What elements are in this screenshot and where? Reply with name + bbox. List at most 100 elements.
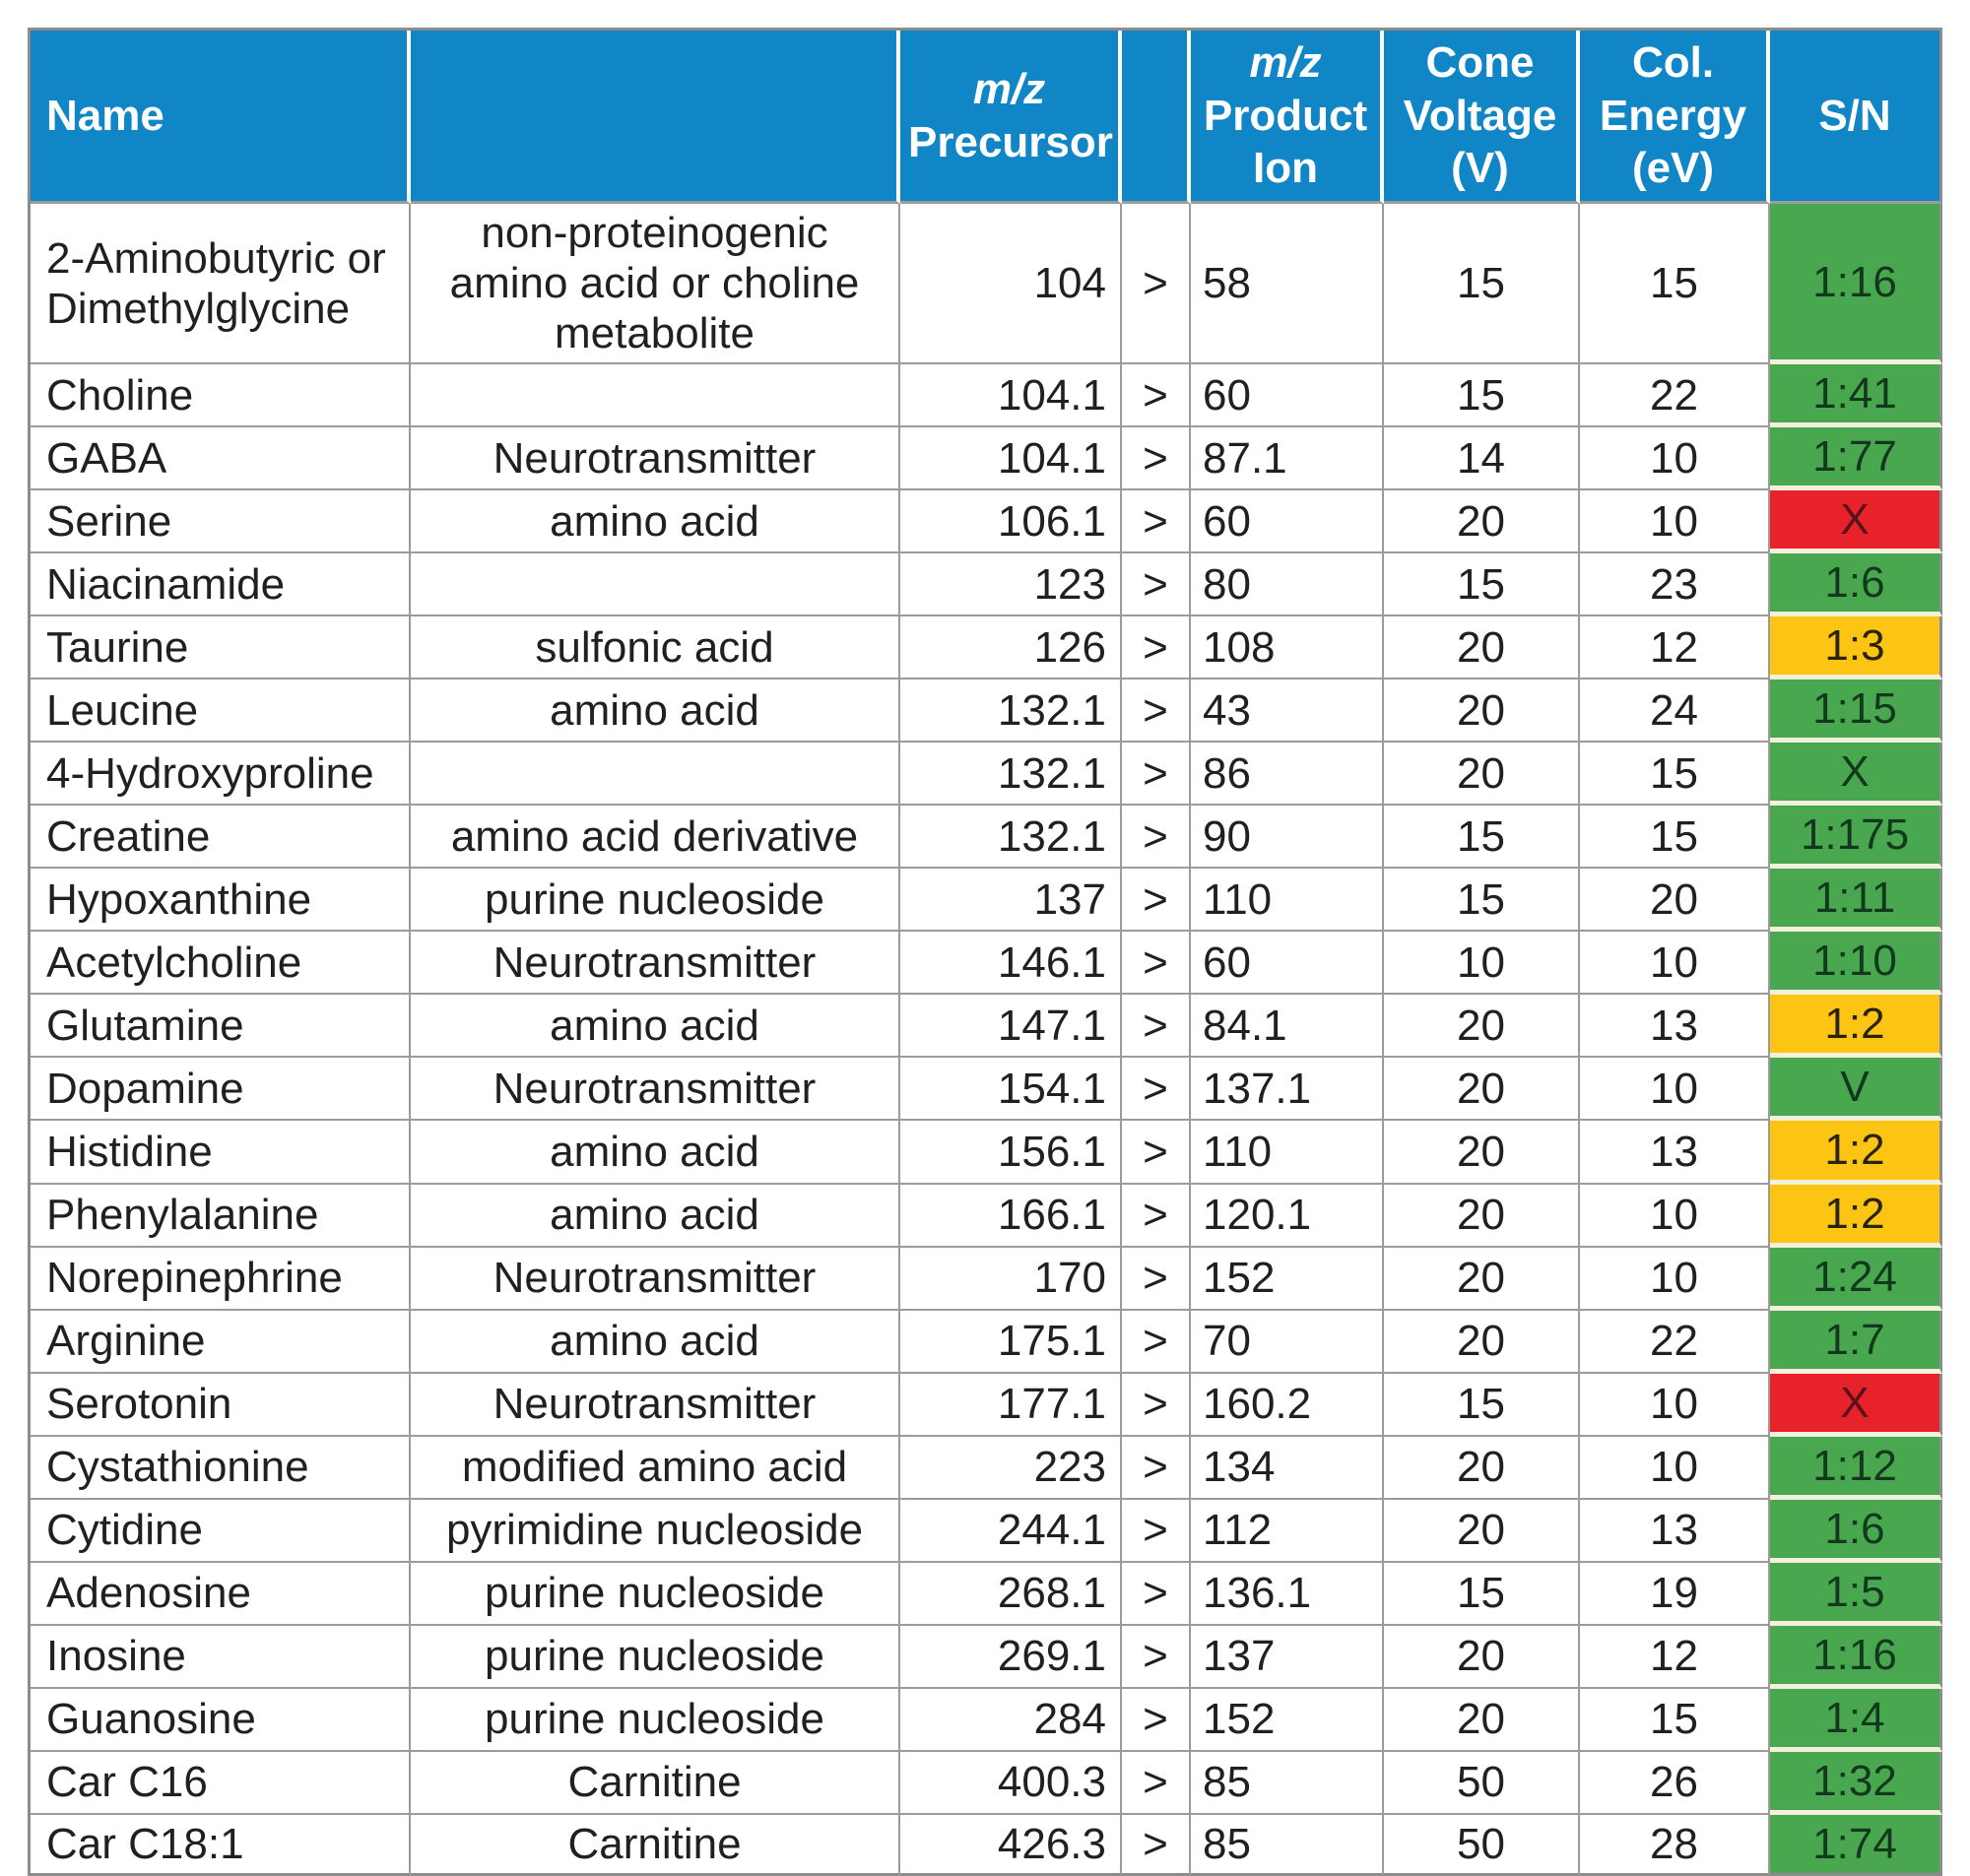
- cell-category: purine nucleoside: [411, 1688, 900, 1752]
- header-row: Name m/z Precursor m/z Product Ion: [31, 31, 1942, 205]
- cell-cone-voltage: 20: [1384, 1184, 1580, 1248]
- cell-mz-precursor: 426.3: [900, 1814, 1122, 1876]
- cell-mz-product: 60: [1191, 490, 1384, 554]
- cell-mz-precursor: 268.1: [900, 1562, 1122, 1626]
- cell-name: Phenylalanine: [31, 1184, 411, 1248]
- cell-mz-precursor: 132.1: [900, 806, 1122, 870]
- table-row: Adenosine purine nucleoside 268.1 >136.1 15 1…: [31, 1562, 1942, 1626]
- cell-category: amino acid: [411, 995, 900, 1059]
- cell-mz-product: 85: [1191, 1751, 1384, 1815]
- cell-cone-voltage: 20: [1384, 1499, 1580, 1563]
- cell-mz-product: 120.1: [1191, 1184, 1384, 1248]
- cell-mz-product: 58: [1191, 204, 1384, 365]
- cell-category: Neurotransmitter: [411, 1373, 900, 1437]
- cell-mz-precursor: 244.1: [900, 1499, 1122, 1563]
- cell-name: Car C16: [31, 1751, 411, 1815]
- cell-sn-status: 1:24: [1770, 1247, 1942, 1311]
- cell-mz-product: 134: [1191, 1436, 1384, 1500]
- cell-sn-status: X: [1770, 490, 1942, 554]
- table-row: Norepinephrine Neurotransmitter 170 >152 20 1…: [31, 1247, 1942, 1311]
- cell-name: Glutamine: [31, 995, 411, 1059]
- cell-cone-voltage: 14: [1384, 427, 1580, 491]
- cell-arrow: >: [1122, 1562, 1191, 1626]
- cell-cone-voltage: 20: [1384, 1688, 1580, 1752]
- cell-sn-status: 1:32: [1770, 1751, 1942, 1815]
- cell-sn-status: 1:11: [1770, 869, 1942, 933]
- cell-mz-product: 60: [1191, 932, 1384, 996]
- table-row: Taurine sulfonic acid 126 >108 20 12 1:3: [31, 616, 1942, 680]
- cell-category: pyrimidine nucleoside: [411, 1499, 900, 1563]
- table-header: Name m/z Precursor m/z Product Ion: [31, 31, 1942, 205]
- header-energy-line1: Col.: [1631, 38, 1715, 87]
- cell-sn-status: 1:41: [1770, 364, 1942, 428]
- cell-col-energy: 12: [1580, 616, 1770, 680]
- cell-category: [411, 364, 900, 428]
- cell-mz-precursor: 146.1: [900, 932, 1122, 996]
- cell-mz-product: 86: [1191, 743, 1384, 807]
- table-row: Niacinamide 123 >80 15 23 1:6: [31, 553, 1942, 617]
- cell-sn-status: 1:6: [1770, 1499, 1942, 1563]
- cell-col-energy: 15: [1580, 806, 1770, 870]
- cell-sn-status: 1:10: [1770, 932, 1942, 996]
- cell-mz-precursor: 156.1: [900, 1121, 1122, 1185]
- table-row: 4-Hydroxyproline 132.1 >86 20 15 X: [31, 743, 1942, 807]
- cell-mz-product: 90: [1191, 806, 1384, 870]
- cell-mz-precursor: 170: [900, 1247, 1122, 1311]
- cell-col-energy: 10: [1580, 490, 1770, 554]
- table-row: Acetylcholine Neurotransmitter 146.1 >60 10 1…: [31, 932, 1942, 996]
- cell-col-energy: 19: [1580, 1562, 1770, 1626]
- cell-mz-precursor: 126: [900, 616, 1122, 680]
- cell-name: Inosine: [31, 1625, 411, 1689]
- cell-cone-voltage: 20: [1384, 1310, 1580, 1374]
- cell-category: amino acid: [411, 1184, 900, 1248]
- cell-col-energy: 13: [1580, 1121, 1770, 1185]
- table-row: GABA Neurotransmitter 104.1 >87.1 14 10 1:77: [31, 427, 1942, 491]
- cell-category: amino acid: [411, 490, 900, 554]
- cell-cone-voltage: 20: [1384, 1058, 1580, 1122]
- header-energy-line3: (eV): [1631, 144, 1715, 193]
- table-row: Car C16 Carnitine 400.3 >85 50 26 1:32: [31, 1751, 1942, 1815]
- header-mz-product-italic: m/z: [1249, 38, 1322, 87]
- cell-cone-voltage: 20: [1384, 616, 1580, 680]
- cell-mz-precursor: 177.1: [900, 1373, 1122, 1437]
- cell-sn-status: 1:5: [1770, 1562, 1942, 1626]
- cell-arrow: >: [1122, 932, 1191, 996]
- cell-arrow: >: [1122, 679, 1191, 744]
- header-precursor-label: Precursor: [908, 117, 1113, 166]
- cell-sn-status: 1:2: [1770, 995, 1942, 1059]
- cell-mz-precursor: 123: [900, 553, 1122, 617]
- cell-category: Neurotransmitter: [411, 427, 900, 491]
- header-name-label: Name: [46, 91, 164, 140]
- cell-name: 2-Aminobutyric or Dimethylglycine: [31, 204, 411, 365]
- header-ion-label: Ion: [1253, 144, 1318, 193]
- cell-sn-status: 1:2: [1770, 1184, 1942, 1248]
- cell-mz-product: 160.2: [1191, 1373, 1384, 1437]
- cell-mz-precursor: 104: [900, 204, 1122, 365]
- table-row: Serine amino acid 106.1 >60 20 10 X: [31, 490, 1942, 554]
- cell-category: amino acid: [411, 1121, 900, 1185]
- cell-category: amino acid derivative: [411, 806, 900, 870]
- header-cone-line1: Cone: [1425, 38, 1535, 87]
- cell-category: amino acid: [411, 1310, 900, 1374]
- cell-sn-status: 1:16: [1770, 1625, 1942, 1689]
- cell-cone-voltage: 15: [1384, 1373, 1580, 1437]
- cell-cone-voltage: 20: [1384, 743, 1580, 807]
- cell-mz-precursor: 154.1: [900, 1058, 1122, 1122]
- cell-name: Histidine: [31, 1121, 411, 1185]
- col-header-sn: S/N: [1770, 31, 1942, 205]
- cell-arrow: >: [1122, 1814, 1191, 1876]
- page: Name m/z Precursor m/z Product Ion: [28, 28, 1942, 1876]
- table-row: Hypoxanthine purine nucleoside 137 >110 15 20…: [31, 869, 1942, 933]
- table-body: 2-Aminobutyric or Dimethylglycine non-pro…: [31, 204, 1942, 1876]
- cell-cone-voltage: 20: [1384, 1436, 1580, 1500]
- cell-name: Guanosine: [31, 1688, 411, 1752]
- cell-col-energy: 10: [1580, 427, 1770, 491]
- cell-category: non-proteinogenic amino acid or choline …: [411, 204, 900, 365]
- cell-sn-status: 1:4: [1770, 1688, 1942, 1752]
- table-row: 2-Aminobutyric or Dimethylglycine non-pro…: [31, 204, 1942, 365]
- cell-cone-voltage: 20: [1384, 679, 1580, 744]
- cell-arrow: >: [1122, 1310, 1191, 1374]
- cell-name: Cytidine: [31, 1499, 411, 1563]
- cell-category: Neurotransmitter: [411, 932, 900, 996]
- table-row: Cystathionine modified amino acid 223 >134 2…: [31, 1436, 1942, 1500]
